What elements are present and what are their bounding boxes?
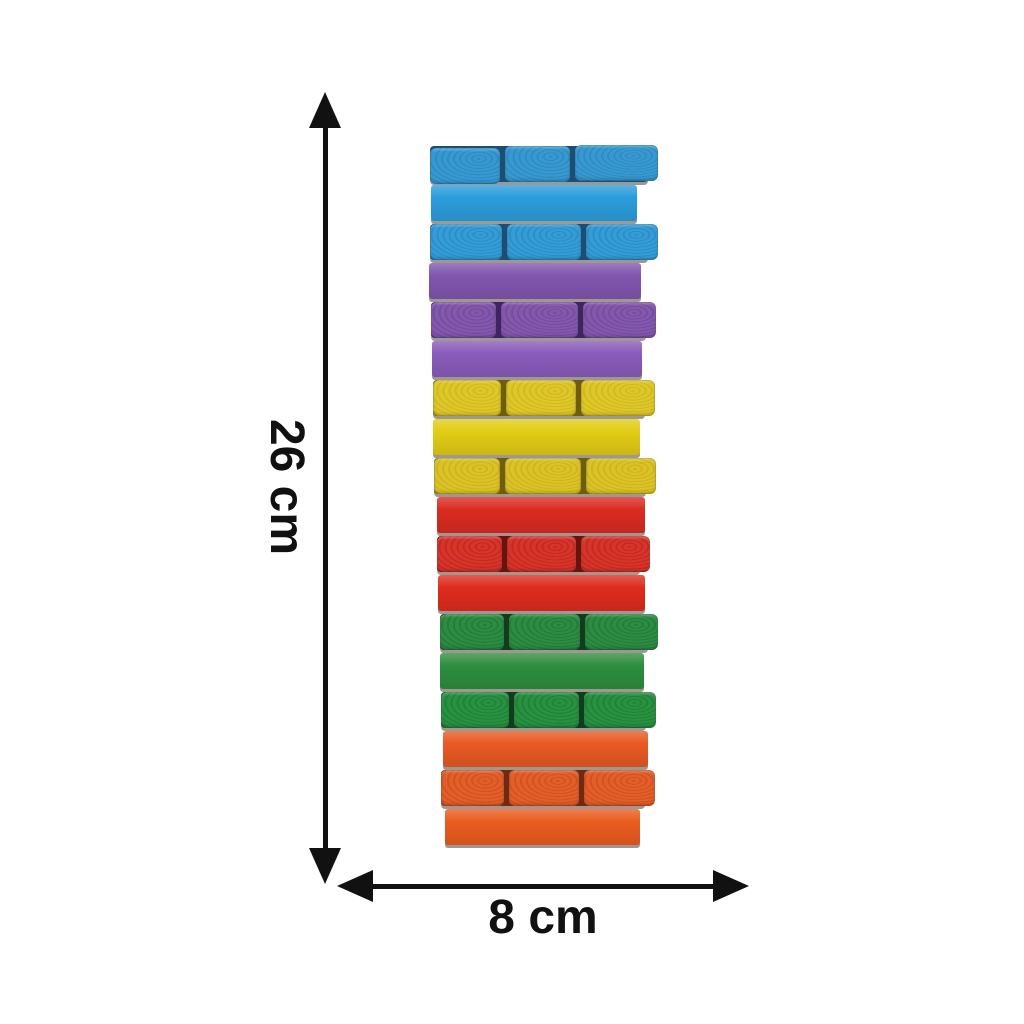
tower-row-orange-solid (443, 731, 648, 767)
tower-row-yellow-solid (433, 419, 640, 455)
block-end-face (586, 224, 658, 260)
block-end-face (580, 380, 655, 416)
tower-row-yellow-ends (434, 458, 656, 494)
width-label: 8 cm (488, 891, 598, 944)
block-end-face (586, 458, 656, 494)
block-end-face (504, 458, 582, 494)
arrow-right-icon (713, 870, 749, 902)
arrow-left-icon (337, 870, 373, 902)
block-end-face (437, 536, 502, 572)
block-end-face (583, 770, 655, 806)
block-end-face (585, 614, 658, 650)
block-end-face (575, 145, 658, 181)
block-end-face (582, 302, 656, 338)
width-dimension-arrow (337, 870, 749, 902)
tower-row-green-solid (440, 653, 644, 689)
block-tower (429, 145, 658, 845)
tower-row-red-solid (438, 575, 645, 611)
tower-row-orange-solid (445, 809, 640, 845)
tower-row-yellow-ends (433, 380, 655, 416)
block-end-face (433, 380, 501, 416)
tower-row-orange-ends (441, 770, 655, 806)
tower-row-blue-solid (431, 185, 637, 221)
tower-row-purple-solid (429, 263, 641, 299)
block-end-face (506, 224, 582, 260)
block-end-face (441, 770, 505, 806)
block-end-face (506, 536, 576, 572)
block-end-face (504, 146, 571, 182)
block-end-face (430, 148, 500, 184)
block-end-face (580, 536, 650, 572)
block-end-face (509, 770, 579, 806)
block-end-face (434, 458, 500, 494)
tower-row-blue-ends (430, 145, 658, 184)
vertical-arrow-line (322, 123, 328, 853)
block-end-face (505, 380, 576, 416)
tower-row-blue-ends (430, 224, 658, 260)
tower-row-purple-ends (431, 302, 656, 338)
arrow-up-icon (309, 92, 341, 128)
block-end-face (431, 302, 496, 338)
tower-row-red-solid (437, 497, 645, 533)
height-label: 26 cm (260, 418, 313, 556)
tower-row-green-ends (441, 692, 656, 728)
block-end-face (584, 692, 656, 728)
height-dimension-arrow (306, 92, 344, 884)
block-end-face (440, 614, 505, 650)
tower-row-red-ends (437, 536, 650, 572)
tower-row-purple-solid (432, 341, 642, 377)
horizontal-arrow-line (368, 883, 718, 889)
block-end-face (430, 224, 502, 260)
block-end-face (441, 692, 509, 728)
block-end-face (509, 614, 581, 650)
block-end-face (500, 302, 578, 338)
arrow-down-icon (309, 848, 341, 884)
block-end-face (513, 692, 580, 728)
tower-row-green-ends (440, 614, 658, 650)
